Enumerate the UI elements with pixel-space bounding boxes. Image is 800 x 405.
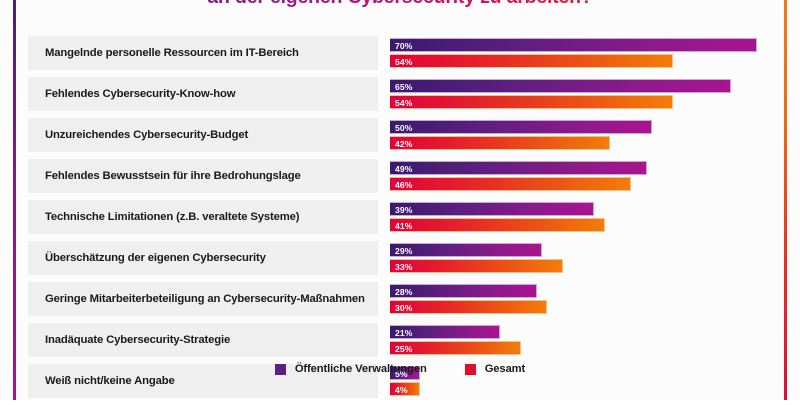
- bar-pair: 39% 41%: [390, 202, 605, 232]
- category-label: Inadäquate Cybersecurity-Strategie: [45, 334, 231, 346]
- chart-title: an der eigenen Cybersecurity zu arbeiten…: [0, 0, 800, 9]
- bar-row: Weiß nicht/keine Angabe 5% 4%: [0, 364, 800, 398]
- bar-value-label: 49%: [395, 164, 413, 174]
- bar-pair: 65% 54%: [390, 79, 731, 109]
- bar-value-label: 21%: [395, 328, 413, 338]
- row-label-band: [28, 77, 378, 111]
- bar-oeffentliche-verwaltungen: 28%: [390, 284, 537, 298]
- bar-gesamt: 46%: [390, 177, 632, 191]
- bar-value-label: 25%: [395, 344, 413, 354]
- chart-legend: Öffentliche Verwaltungen Gesamt: [0, 363, 800, 375]
- bar-value-label: 28%: [395, 287, 413, 297]
- bar-value-label: 46%: [395, 180, 413, 190]
- bar-gesamt: 42%: [390, 136, 611, 150]
- legend-swatch-icon: [274, 363, 286, 375]
- bar-gesamt: 33%: [390, 259, 563, 273]
- bar-value-label: 54%: [395, 57, 413, 67]
- bar-value-label: 30%: [395, 303, 413, 313]
- bar-pair: 50% 42%: [390, 120, 652, 150]
- bar-gesamt: 54%: [390, 95, 673, 109]
- category-label: Fehlendes Cybersecurity-Know-how: [45, 88, 236, 100]
- bar-rows: Mangelnde personelle Ressourcen im IT-Be…: [0, 36, 800, 405]
- row-label-band: [28, 282, 378, 316]
- bar-value-label: 29%: [395, 246, 413, 256]
- bar-row: Fehlendes Cybersecurity-Know-how 65% 54%: [0, 77, 800, 111]
- category-label: Überschätzung der eigenen Cybersecurity: [45, 252, 266, 264]
- category-label: Fehlendes Bewusstsein für ihre Bedrohung…: [45, 170, 301, 182]
- bar-value-label: 39%: [395, 205, 413, 215]
- bar-pair: 29% 33%: [390, 243, 563, 273]
- bar-row: Inadäquate Cybersecurity-Strategie 21% 25%: [0, 323, 800, 357]
- bar-pair: 28% 30%: [390, 284, 548, 314]
- legend-label: Gesamt: [484, 363, 526, 375]
- bar-value-label: 70%: [395, 41, 413, 51]
- bar-oeffentliche-verwaltungen: 49%: [390, 161, 647, 175]
- bar-value-label: 33%: [395, 262, 413, 272]
- bar-pair: 70% 54%: [390, 38, 757, 68]
- row-label-band: [28, 323, 378, 357]
- bar-gesamt: 25%: [390, 341, 521, 355]
- bar-oeffentliche-verwaltungen: 29%: [390, 243, 542, 257]
- category-label: Unzureichendes Cybersecurity-Budget: [45, 129, 249, 141]
- category-label: Mangelnde personelle Ressourcen im IT-Be…: [45, 47, 299, 59]
- bar-oeffentliche-verwaltungen: 39%: [390, 202, 595, 216]
- right-accent-rule: [784, 0, 787, 400]
- bar-value-label: 54%: [395, 98, 413, 108]
- bar-row: Technische Limitationen (z.B. veraltete …: [0, 200, 800, 234]
- bar-oeffentliche-verwaltungen: 70%: [390, 38, 757, 52]
- legend-item[interactable]: Öffentliche Verwaltungen: [274, 363, 427, 375]
- bar-value-label: 41%: [395, 221, 413, 231]
- category-label: Technische Limitationen (z.B. veraltete …: [45, 211, 300, 223]
- left-accent-rule: [13, 0, 16, 400]
- category-label: Weiß nicht/keine Angabe: [45, 375, 175, 387]
- legend-item[interactable]: Gesamt: [464, 363, 526, 375]
- row-label-band: [28, 118, 378, 152]
- bar-row: Überschätzung der eigenen Cybersecurity 2…: [0, 241, 800, 275]
- bar-gesamt: 54%: [390, 54, 673, 68]
- legend-swatch-icon: [464, 363, 476, 375]
- bar-value-label: 50%: [395, 123, 413, 133]
- bar-gesamt: 41%: [390, 218, 605, 232]
- bar-value-label: 4%: [395, 385, 408, 395]
- bar-value-label: 5%: [395, 369, 408, 379]
- bar-oeffentliche-verwaltungen: 50%: [390, 120, 652, 134]
- bar-gesamt: 4%: [390, 382, 420, 396]
- bar-row: Geringe Mitarbeiterbeteiligung an Cybers…: [0, 282, 800, 316]
- category-label: Geringe Mitarbeiterbeteiligung an Cybers…: [45, 293, 365, 305]
- row-label-band: [28, 36, 378, 70]
- bar-row: Fehlendes Bewusstsein für ihre Bedrohung…: [0, 159, 800, 193]
- bar-pair: 49% 46%: [390, 161, 647, 191]
- bar-oeffentliche-verwaltungen: 65%: [390, 79, 731, 93]
- bar-pair: 5% 4%: [390, 366, 420, 396]
- bar-value-label: 42%: [395, 139, 413, 149]
- bar-oeffentliche-verwaltungen: 5%: [390, 366, 420, 380]
- bar-pair: 21% 25%: [390, 325, 521, 355]
- bar-gesamt: 30%: [390, 300, 548, 314]
- bar-row: Unzureichendes Cybersecurity-Budget 50% 42…: [0, 118, 800, 152]
- row-label-band: [28, 241, 378, 275]
- row-label-band: [28, 364, 378, 398]
- row-label-band: [28, 200, 378, 234]
- row-label-band: [28, 159, 378, 193]
- legend-label: Öffentliche Verwaltungen: [294, 363, 427, 375]
- bar-oeffentliche-verwaltungen: 21%: [390, 325, 501, 339]
- bar-value-label: 65%: [395, 82, 413, 92]
- bar-row: Mangelnde personelle Ressourcen im IT-Be…: [0, 36, 800, 70]
